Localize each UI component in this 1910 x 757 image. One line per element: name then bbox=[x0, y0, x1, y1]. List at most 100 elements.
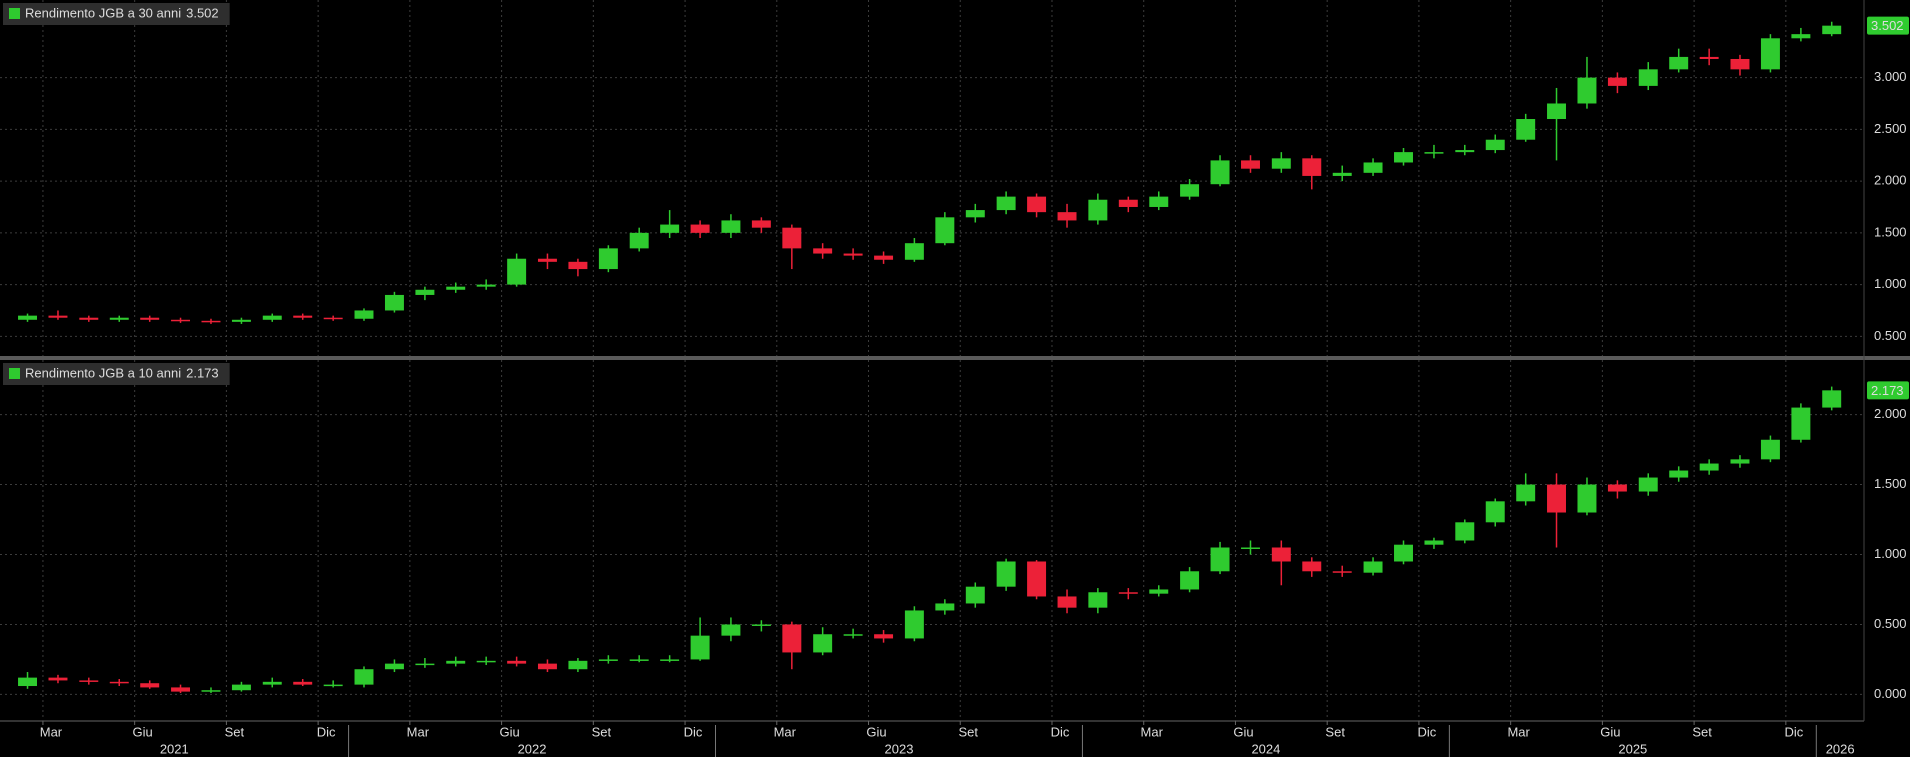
candle-body bbox=[1547, 103, 1566, 120]
y-tick-label: 2.500 bbox=[1874, 121, 1907, 136]
candle-body bbox=[965, 210, 985, 218]
last-value-tag bbox=[1867, 381, 1909, 400]
candle-body bbox=[1424, 540, 1444, 545]
candle-body bbox=[1027, 196, 1047, 213]
candle-body bbox=[79, 680, 99, 682]
candle-body bbox=[1210, 547, 1230, 572]
candle-body bbox=[721, 624, 741, 636]
candle-body bbox=[354, 310, 374, 319]
y-tick-label: 0.000 bbox=[1874, 686, 1907, 701]
candle-body bbox=[935, 217, 955, 244]
candle-body bbox=[262, 315, 282, 320]
x-tick-label: Dic bbox=[1784, 724, 1803, 739]
candle-body bbox=[446, 660, 466, 664]
candle-body bbox=[262, 681, 282, 685]
candle-body bbox=[1791, 34, 1811, 39]
candle-body bbox=[813, 248, 833, 254]
y-tick-label: 0.500 bbox=[1874, 616, 1907, 631]
year-label: 2022 bbox=[518, 741, 547, 756]
candle-body bbox=[1485, 501, 1505, 523]
legend-label: Rendimento JGB a 10 anni bbox=[25, 365, 181, 380]
x-tick-label: Giu bbox=[133, 724, 153, 739]
candle-body bbox=[171, 687, 191, 692]
plot-layer: 0.000 0.500 1.000 1.500 2.000 bbox=[0, 360, 1907, 721]
candle-body bbox=[904, 610, 924, 639]
candle-body bbox=[48, 315, 68, 318]
candle-body bbox=[1332, 172, 1352, 176]
x-tick-label: Dic bbox=[684, 724, 703, 739]
candle-body bbox=[721, 220, 741, 233]
candle-body bbox=[598, 659, 618, 661]
y-tick-label: 2.000 bbox=[1874, 173, 1907, 188]
x-tick-label: Set bbox=[592, 724, 612, 739]
candle-body bbox=[1577, 484, 1597, 513]
year-label: 2025 bbox=[1618, 741, 1647, 756]
last-value-label: 2.173 bbox=[1871, 383, 1904, 398]
candle-body bbox=[629, 659, 649, 661]
candle-body bbox=[48, 677, 68, 681]
candle-body bbox=[1638, 69, 1658, 86]
candle-body bbox=[323, 317, 343, 320]
candle-body bbox=[1791, 407, 1811, 440]
candle-body bbox=[323, 684, 343, 687]
candle-body bbox=[843, 253, 863, 256]
candle-body bbox=[384, 663, 404, 670]
candle-body bbox=[109, 681, 129, 684]
y-tick-label: 1.500 bbox=[1874, 476, 1907, 491]
candle-body bbox=[476, 660, 496, 663]
candle-body bbox=[690, 224, 710, 233]
candle-body bbox=[568, 660, 588, 670]
candle-body bbox=[1699, 56, 1719, 59]
candle-body bbox=[782, 227, 802, 249]
candle-body bbox=[1577, 77, 1597, 104]
candle-body bbox=[1394, 544, 1413, 562]
candle-body bbox=[1822, 25, 1842, 35]
candle-body bbox=[1424, 152, 1444, 154]
candle-body bbox=[1730, 58, 1750, 70]
candle-body bbox=[415, 663, 435, 666]
candle-body bbox=[568, 261, 588, 270]
candle-body bbox=[507, 258, 527, 285]
x-tick-label: Set bbox=[958, 724, 978, 739]
candle-body bbox=[1638, 477, 1658, 492]
legend-box bbox=[3, 363, 230, 385]
candle-body bbox=[18, 315, 37, 320]
candle-body bbox=[1118, 592, 1138, 594]
plot-layer: 0.500 1.000 1.500 2.000 2.500 3.000 bbox=[0, 0, 1907, 356]
candle-body bbox=[996, 561, 1016, 587]
candle-body bbox=[140, 683, 160, 688]
candle-body bbox=[507, 660, 527, 664]
last-value-label: 3.502 bbox=[1871, 18, 1904, 33]
x-tick-label: Dic bbox=[1051, 724, 1070, 739]
candle-body bbox=[1210, 160, 1230, 185]
candle-body bbox=[1241, 547, 1260, 549]
candle-body bbox=[935, 603, 955, 611]
candle-body bbox=[1027, 561, 1047, 597]
candle-body bbox=[598, 248, 618, 270]
candle-body bbox=[231, 319, 251, 322]
candle-body bbox=[384, 294, 404, 311]
candle-body bbox=[1607, 77, 1627, 86]
candle-body bbox=[1149, 196, 1169, 207]
candle-body bbox=[1516, 484, 1536, 502]
x-tick-label: Mar bbox=[407, 724, 430, 739]
x-tick-label: Dic bbox=[1418, 724, 1437, 739]
candle-body bbox=[1547, 484, 1566, 513]
year-label: 2023 bbox=[885, 741, 914, 756]
y-tick-label: 1.000 bbox=[1874, 546, 1907, 561]
candle-body bbox=[1669, 470, 1689, 478]
x-tick-label: Dic bbox=[317, 724, 336, 739]
candle-body bbox=[843, 634, 863, 636]
y-tick-label: 2.000 bbox=[1874, 406, 1907, 421]
candle-body bbox=[1118, 199, 1138, 207]
candle-body bbox=[201, 320, 221, 323]
candle-body bbox=[1699, 463, 1719, 471]
candle-body bbox=[1271, 158, 1291, 169]
year-label: 2026 bbox=[1826, 741, 1855, 756]
candle-body bbox=[1271, 547, 1291, 562]
candle-body bbox=[1149, 589, 1169, 594]
x-tick-label: Set bbox=[225, 724, 245, 739]
candle-body bbox=[1088, 592, 1108, 608]
candle-body bbox=[1088, 199, 1108, 221]
candle-body bbox=[1822, 390, 1842, 408]
